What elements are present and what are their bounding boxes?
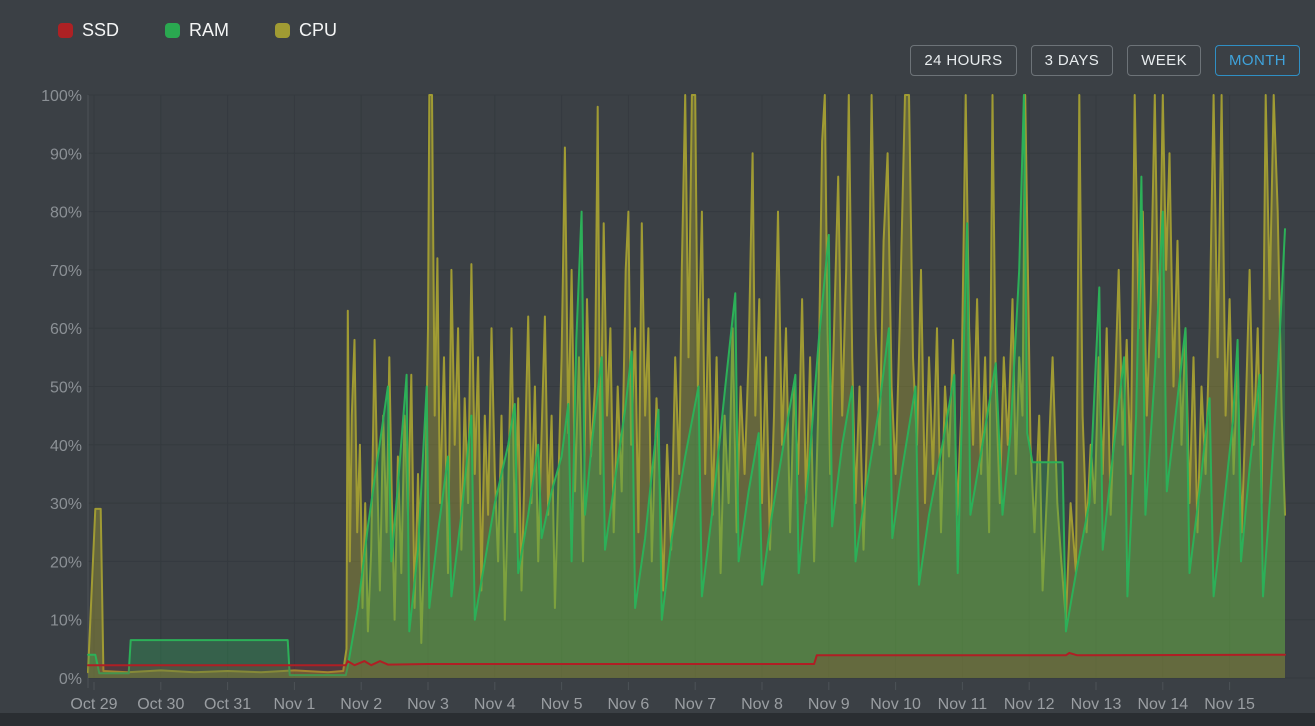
y-axis-label-50%: 50% <box>50 380 82 397</box>
time-range-buttons: 24 HOURS 3 DAYS WEEK MONTH <box>910 45 1300 76</box>
x-axis-label-13: Nov 11 <box>938 696 988 713</box>
cpu-line <box>87 94 1286 674</box>
bottom-edge-strip <box>0 713 1315 726</box>
legend-label: RAM <box>189 20 230 40</box>
ssd-area <box>88 652 1285 678</box>
ram-area <box>88 95 1285 678</box>
x-axis-label-9: Nov 7 <box>674 696 716 713</box>
ssd-line <box>87 651 1286 667</box>
x-axis-label-0: Oct 29 <box>70 696 117 713</box>
x-axis-label-7: Nov 5 <box>541 696 583 713</box>
ram-color-swatch-icon <box>165 23 181 38</box>
x-axis-label-16: Nov 14 <box>1137 696 1188 713</box>
x-axis-label-5: Nov 3 <box>407 696 449 713</box>
legend-item-cpu[interactable]: CPU <box>275 20 337 41</box>
x-axis-label-2: Oct 31 <box>204 696 251 713</box>
x-axis-label-3: Nov 1 <box>274 696 316 713</box>
range-button-24-hours[interactable]: 24 HOURS <box>910 45 1017 76</box>
y-axis-label-60%: 60% <box>50 321 82 338</box>
y-axis-label-40%: 40% <box>50 438 82 455</box>
y-axis-label-0%: 0% <box>59 671 82 688</box>
range-button-3-days[interactable]: 3 DAYS <box>1030 45 1114 76</box>
y-axis-label-100%: 100% <box>41 88 82 105</box>
legend-item-ssd[interactable]: SSD <box>58 20 119 41</box>
y-axis-label-30%: 30% <box>50 496 82 513</box>
legend-item-ram[interactable]: RAM <box>165 20 229 41</box>
x-axis-label-12: Nov 10 <box>870 696 921 713</box>
range-button-week[interactable]: WEEK <box>1127 45 1201 76</box>
x-axis-label-15: Nov 13 <box>1071 696 1122 713</box>
legend-label: CPU <box>299 20 338 40</box>
legend-label: SSD <box>82 20 120 40</box>
x-axis-label-6: Nov 4 <box>474 696 516 713</box>
x-axis-label-1: Oct 30 <box>137 696 184 713</box>
x-axis-label-11: Nov 9 <box>808 696 850 713</box>
y-axis-label-10%: 10% <box>50 613 82 630</box>
axis-layer: 0% 10% 20% 30% 40% 50% 60% 70% 80% 90% 100% Oct 29 O… <box>41 88 1255 713</box>
y-axis-label-70%: 70% <box>50 263 82 280</box>
y-axis-label-20%: 20% <box>50 554 82 571</box>
series-layer <box>87 94 1286 678</box>
x-axis-label-17: Nov 15 <box>1204 696 1255 713</box>
x-axis-label-8: Nov 6 <box>608 696 650 713</box>
y-axis-label-90%: 90% <box>50 146 82 163</box>
legend: SSD RAM CPU <box>58 20 337 41</box>
ssd-color-swatch-icon <box>58 23 73 38</box>
x-axis-label-14: Nov 12 <box>1004 696 1055 713</box>
x-axis-label-10: Nov 8 <box>741 696 783 713</box>
cpu-color-swatch-icon <box>275 23 291 38</box>
x-axis-label-4: Nov 2 <box>340 696 382 713</box>
range-button-month[interactable]: MONTH <box>1215 45 1300 76</box>
ram-line <box>87 94 1286 677</box>
y-axis-label-80%: 80% <box>50 205 82 222</box>
